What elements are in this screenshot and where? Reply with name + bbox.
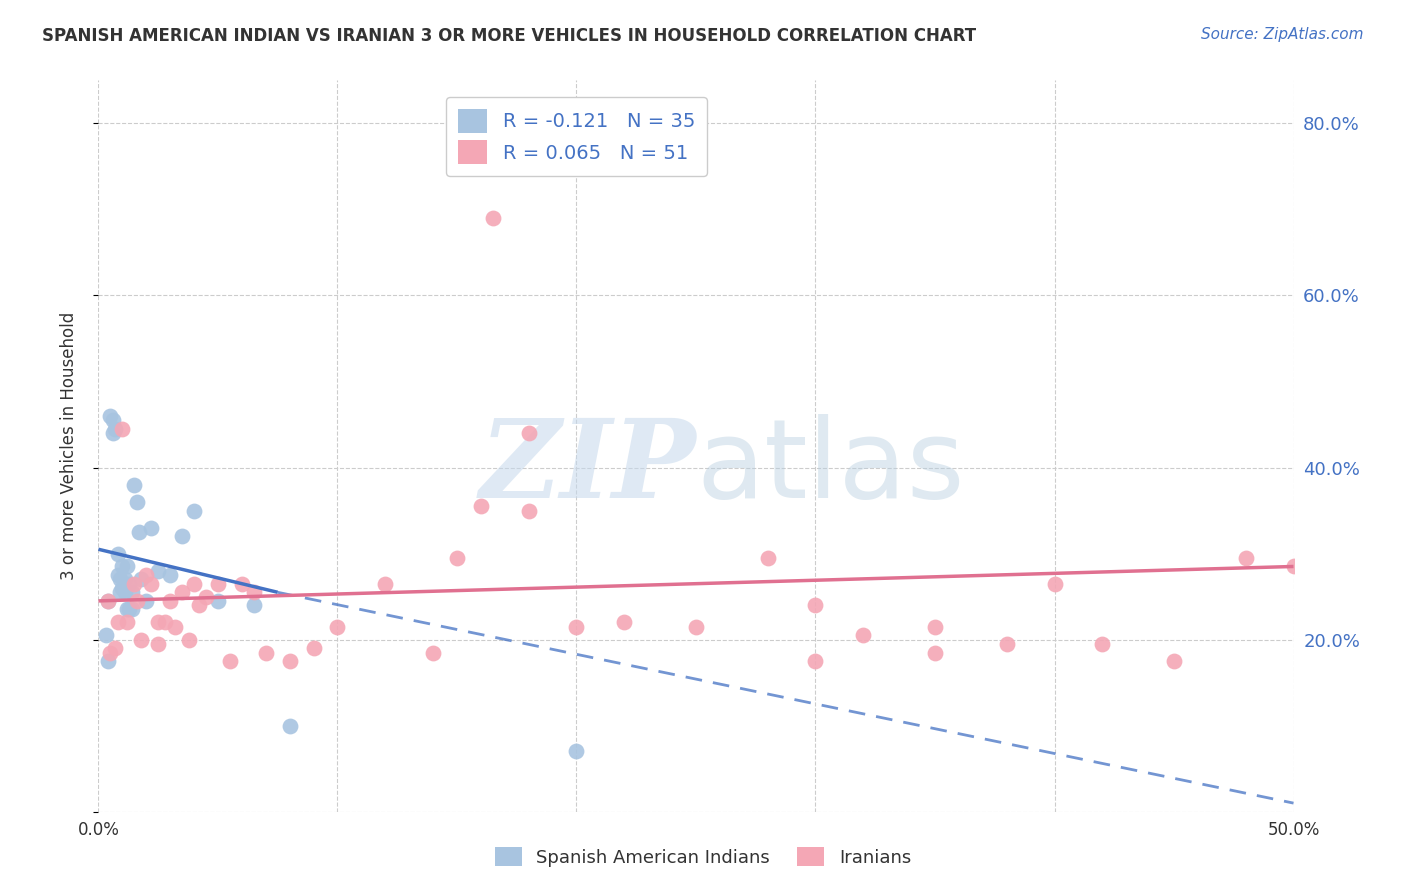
Legend: Spanish American Indians, Iranians: Spanish American Indians, Iranians <box>488 840 918 874</box>
Point <box>101 413 124 427</box>
Point <box>278 654 301 668</box>
Text: SPANISH AMERICAN INDIAN VS IRANIAN 3 OR MORE VEHICLES IN HOUSEHOLD CORRELATION C: SPANISH AMERICAN INDIAN VS IRANIAN 3 OR … <box>42 27 976 45</box>
Point <box>94 628 117 642</box>
Point <box>374 576 396 591</box>
Point <box>98 409 122 423</box>
Point <box>135 568 157 582</box>
Point <box>155 615 177 630</box>
Point <box>517 503 540 517</box>
Point <box>111 422 134 436</box>
Point <box>481 211 505 225</box>
Point <box>470 500 492 514</box>
Point <box>121 585 143 599</box>
Point <box>179 632 201 647</box>
Point <box>565 620 588 634</box>
Y-axis label: 3 or more Vehicles in Household: 3 or more Vehicles in Household <box>59 312 77 580</box>
Point <box>183 576 205 591</box>
Point <box>108 585 131 599</box>
Point <box>446 550 468 565</box>
Point <box>107 615 129 630</box>
Point <box>108 573 131 587</box>
Point <box>115 559 138 574</box>
Point <box>101 426 124 441</box>
Point <box>115 602 138 616</box>
Point <box>118 602 141 616</box>
Point <box>135 594 157 608</box>
Point <box>995 637 1018 651</box>
Point <box>114 585 136 599</box>
Point <box>97 594 120 608</box>
Point <box>97 594 120 608</box>
Point <box>163 620 186 634</box>
Point <box>131 573 153 587</box>
Point <box>148 564 170 578</box>
Point <box>1091 637 1114 651</box>
Point <box>565 744 588 758</box>
Point <box>131 632 153 647</box>
Point <box>924 620 946 634</box>
Point <box>139 521 162 535</box>
Point <box>207 576 229 591</box>
Point <box>685 620 707 634</box>
Point <box>254 646 277 660</box>
Point <box>756 550 779 565</box>
Point <box>1163 654 1185 668</box>
Point <box>172 529 194 543</box>
Point <box>125 495 148 509</box>
Point <box>302 641 325 656</box>
Point <box>195 590 218 604</box>
Legend: R = -0.121   N = 35, R = 0.065   N = 51: R = -0.121 N = 35, R = 0.065 N = 51 <box>446 97 707 176</box>
Point <box>124 477 146 491</box>
Point <box>104 422 127 436</box>
Point <box>326 620 349 634</box>
Point <box>148 637 170 651</box>
Point <box>1043 576 1066 591</box>
Point <box>278 719 301 733</box>
Point <box>159 594 181 608</box>
Point <box>124 576 146 591</box>
Point <box>852 628 875 642</box>
Point <box>517 426 540 441</box>
Text: Source: ZipAtlas.com: Source: ZipAtlas.com <box>1201 27 1364 42</box>
Point <box>118 576 141 591</box>
Point <box>107 547 129 561</box>
Point <box>207 594 229 608</box>
Point <box>924 646 946 660</box>
Point <box>159 568 181 582</box>
Point <box>139 576 162 591</box>
Point <box>422 646 444 660</box>
Text: atlas: atlas <box>696 415 965 522</box>
Point <box>187 598 209 612</box>
Point <box>804 654 827 668</box>
Point <box>1282 559 1305 574</box>
Point <box>121 602 143 616</box>
Point <box>111 559 134 574</box>
Point <box>128 524 150 539</box>
Point <box>219 654 242 668</box>
Point <box>107 568 129 582</box>
Point <box>1234 550 1257 565</box>
Point <box>148 615 170 630</box>
Text: ZIP: ZIP <box>479 414 696 522</box>
Point <box>98 646 122 660</box>
Point <box>183 503 205 517</box>
Point <box>243 598 266 612</box>
Point <box>111 581 134 595</box>
Point <box>97 654 120 668</box>
Point <box>231 576 253 591</box>
Point <box>243 585 266 599</box>
Point <box>804 598 827 612</box>
Point <box>125 594 148 608</box>
Point <box>104 641 127 656</box>
Point <box>172 585 194 599</box>
Point <box>114 573 136 587</box>
Point <box>115 615 138 630</box>
Point <box>613 615 636 630</box>
